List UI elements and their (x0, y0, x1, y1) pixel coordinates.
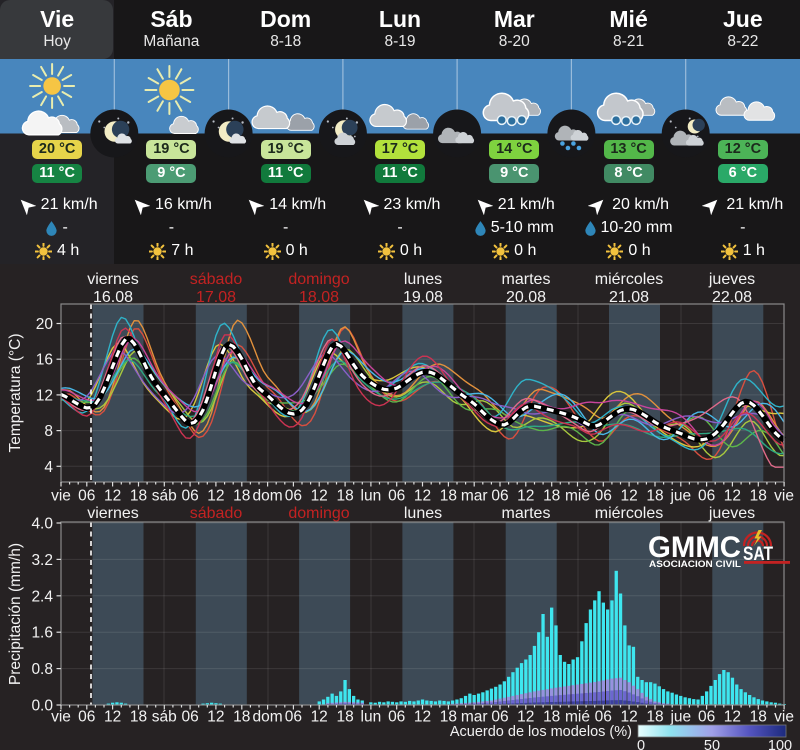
svg-text:12: 12 (207, 488, 224, 505)
svg-text:18: 18 (646, 709, 663, 726)
svg-text:12: 12 (724, 488, 741, 505)
svg-text:18: 18 (440, 709, 457, 726)
svg-text:18.08: 18.08 (299, 289, 339, 306)
svg-text:06: 06 (698, 709, 715, 726)
svg-text:lun: lun (361, 488, 382, 505)
svg-text:vie: vie (774, 709, 794, 726)
svg-text:12: 12 (36, 387, 53, 404)
svg-text:12: 12 (207, 709, 224, 726)
svg-text:miércoles: miércoles (595, 271, 663, 288)
svg-text:sábado: sábado (190, 271, 243, 288)
svg-text:sáb: sáb (152, 709, 177, 726)
svg-text:06: 06 (595, 488, 612, 505)
svg-text:martes: martes (502, 271, 551, 288)
svg-text:lunes: lunes (404, 505, 442, 522)
svg-text:22.08: 22.08 (712, 289, 752, 306)
svg-text:06: 06 (388, 488, 405, 505)
svg-text:vie: vie (51, 488, 71, 505)
svg-text:12: 12 (414, 709, 431, 726)
svg-text:2.4: 2.4 (31, 588, 53, 605)
svg-text:12: 12 (517, 488, 534, 505)
svg-text:18: 18 (750, 488, 767, 505)
svg-text:19.08: 19.08 (403, 289, 443, 306)
svg-text:12: 12 (620, 709, 637, 726)
svg-text:jue: jue (669, 488, 691, 505)
svg-text:12: 12 (620, 488, 637, 505)
svg-text:12: 12 (414, 488, 431, 505)
svg-text:12: 12 (311, 488, 328, 505)
svg-text:18: 18 (336, 709, 353, 726)
svg-text:dom: dom (253, 488, 283, 505)
svg-text:ASOCIACION CIVIL: ASOCIACION CIVIL (649, 559, 741, 570)
svg-text:mié: mié (565, 709, 590, 726)
svg-text:miércoles: miércoles (595, 505, 663, 522)
svg-text:06: 06 (595, 709, 612, 726)
svg-text:12: 12 (724, 709, 741, 726)
svg-text:20: 20 (36, 316, 54, 333)
svg-text:100: 100 (768, 738, 792, 750)
svg-text:06: 06 (78, 709, 95, 726)
svg-text:martes: martes (502, 505, 551, 522)
svg-text:06: 06 (388, 709, 405, 726)
svg-text:3.2: 3.2 (31, 552, 53, 569)
svg-text:12: 12 (104, 488, 121, 505)
svg-text:Acuerdo de los modelos (%): Acuerdo de los modelos (%) (450, 724, 632, 740)
svg-text:Temperatura (°C): Temperatura (°C) (7, 333, 24, 452)
svg-text:06: 06 (491, 488, 508, 505)
svg-text:18: 18 (233, 709, 250, 726)
svg-text:8: 8 (44, 423, 53, 440)
svg-text:sábado: sábado (190, 505, 243, 522)
svg-text:20.08: 20.08 (506, 289, 546, 306)
svg-text:jueves: jueves (708, 271, 755, 288)
svg-text:06: 06 (491, 709, 508, 726)
svg-text:0: 0 (637, 738, 645, 750)
svg-text:18: 18 (130, 709, 147, 726)
svg-text:0.0: 0.0 (31, 698, 53, 715)
svg-text:vie: vie (774, 488, 794, 505)
svg-text:18: 18 (543, 488, 560, 505)
svg-text:06: 06 (181, 709, 198, 726)
svg-text:18: 18 (336, 488, 353, 505)
svg-text:16: 16 (36, 352, 53, 369)
svg-text:12: 12 (517, 709, 534, 726)
svg-text:18: 18 (646, 488, 663, 505)
svg-text:viernes: viernes (87, 271, 139, 288)
svg-text:SAT: SAT (743, 544, 773, 565)
svg-text:lunes: lunes (404, 271, 442, 288)
svg-text:0.8: 0.8 (31, 661, 53, 678)
svg-text:mar: mar (461, 488, 488, 505)
svg-text:50: 50 (704, 738, 720, 750)
svg-text:4.0: 4.0 (31, 516, 53, 533)
svg-text:16.08: 16.08 (93, 289, 133, 306)
svg-text:06: 06 (285, 488, 302, 505)
svg-text:06: 06 (698, 488, 715, 505)
svg-text:06: 06 (78, 488, 95, 505)
svg-text:mar: mar (461, 709, 488, 726)
svg-text:12: 12 (311, 709, 328, 726)
svg-text:domingo: domingo (288, 271, 349, 288)
svg-text:17.08: 17.08 (196, 289, 236, 306)
svg-text:18: 18 (543, 709, 560, 726)
svg-text:18: 18 (233, 488, 250, 505)
svg-text:12: 12 (104, 709, 121, 726)
svg-text:18: 18 (130, 488, 147, 505)
svg-text:18: 18 (440, 488, 457, 505)
svg-text:Precipitación (mm/h): Precipitación (mm/h) (7, 543, 24, 685)
svg-text:lun: lun (361, 709, 382, 726)
svg-text:06: 06 (181, 488, 198, 505)
svg-text:1.6: 1.6 (31, 625, 53, 642)
svg-text:domingo: domingo (288, 505, 349, 522)
svg-text:dom: dom (253, 709, 283, 726)
svg-text:06: 06 (285, 709, 302, 726)
svg-text:sáb: sáb (152, 488, 177, 505)
svg-text:mié: mié (565, 488, 590, 505)
svg-text:jue: jue (669, 709, 691, 726)
svg-text:4: 4 (44, 459, 53, 476)
svg-text:18: 18 (750, 709, 767, 726)
svg-text:21.08: 21.08 (609, 289, 649, 306)
svg-text:vie: vie (51, 709, 71, 726)
svg-text:viernes: viernes (87, 505, 139, 522)
svg-text:GMMC: GMMC (648, 531, 741, 564)
svg-text:jueves: jueves (708, 505, 755, 522)
